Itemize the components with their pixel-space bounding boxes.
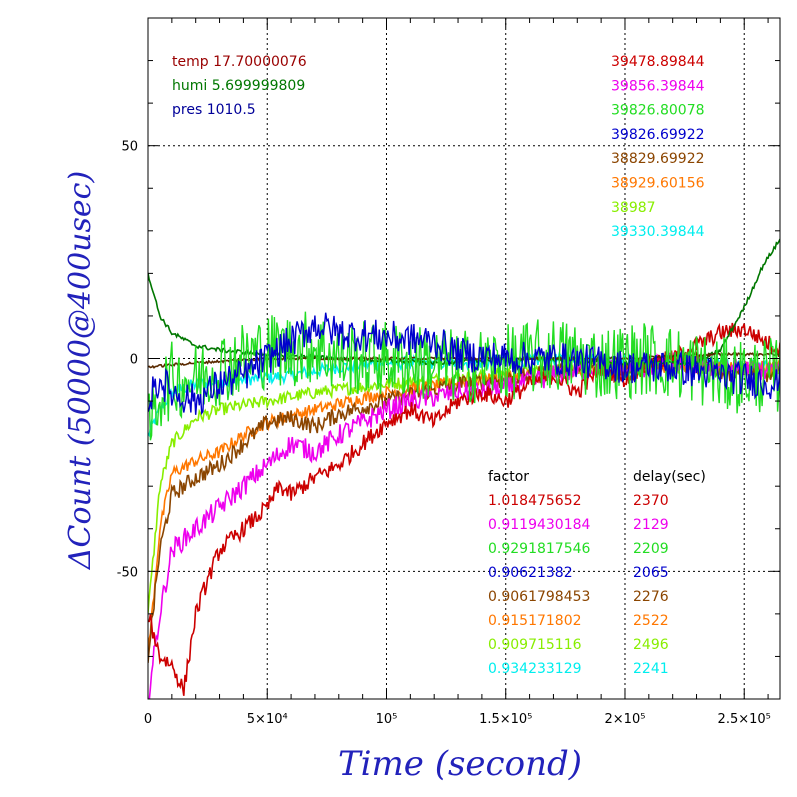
factor-value: 0.934233129 <box>488 661 582 677</box>
environment-annotations: temp 17.70000076 humi 5.699999809 pres 101… <box>172 54 307 118</box>
delay-value: 2209 <box>633 541 669 557</box>
baseline-label: 39330.39844 <box>611 224 705 240</box>
environment-label: pres 1010.5 <box>172 102 256 118</box>
x-tick-label: 0 <box>144 712 152 727</box>
baseline-label: 38929.60156 <box>611 176 705 192</box>
calibration-table: factor delay(sec) 1.018475652 2370 0.91194… <box>488 469 706 677</box>
delay-value: 2241 <box>633 661 669 677</box>
delay-value: 2129 <box>633 517 669 533</box>
environment-label: temp 17.70000076 <box>172 54 307 70</box>
series-line-10 <box>148 312 780 416</box>
delay-header: delay(sec) <box>633 469 706 485</box>
baseline-label: 38987 <box>611 200 656 216</box>
delay-value: 2276 <box>633 589 669 605</box>
y-tick-label: -50 <box>117 565 138 580</box>
factor-header: factor <box>488 469 529 485</box>
x-tick-label: 5×10⁴ <box>247 712 288 727</box>
baseline-label: 39856.39844 <box>611 78 705 94</box>
factor-value: 0.915171802 <box>488 613 582 629</box>
series-line-9 <box>148 311 780 441</box>
y-tick-label: 0 <box>130 353 138 368</box>
tick-labels: 0 5×10⁴ 10⁵ 1.5×10⁵ 2×10⁵ 2.5×10⁵ 50 0 -50 <box>117 140 771 727</box>
baseline-label: 39478.89844 <box>611 54 705 70</box>
baseline-label: 38829.69922 <box>611 151 705 167</box>
factor-value: 1.018475652 <box>488 493 582 509</box>
plot-frame <box>147 17 781 700</box>
factor-value: 0.90621382 <box>488 565 573 581</box>
x-axis-title: Time (second) <box>338 744 582 784</box>
ticks <box>147 17 780 700</box>
x-tick-label: 1.5×10⁵ <box>479 712 532 727</box>
delay-value: 2065 <box>633 565 669 581</box>
y-tick-label: 50 <box>121 140 138 155</box>
series-layer <box>148 238 780 699</box>
factor-value: 0.909715116 <box>488 637 582 653</box>
factor-value: 0.9061798453 <box>488 589 590 605</box>
y-axis-title: ΔCount (50000@400usec) <box>63 171 98 570</box>
delay-value: 2522 <box>633 613 669 629</box>
baseline-label: 39826.69922 <box>611 127 705 143</box>
x-tick-label: 10⁵ <box>376 712 398 727</box>
baseline-annotations: 39478.89844 39856.39844 39826.80078 39826.6… <box>611 54 705 240</box>
x-tick-label: 2.5×10⁵ <box>718 712 771 727</box>
x-tick-label: 2×10⁵ <box>605 712 646 727</box>
environment-label: humi 5.699999809 <box>172 78 305 94</box>
delay-value: 2496 <box>633 637 669 653</box>
baseline-label: 39826.80078 <box>611 103 705 119</box>
factor-value: 0.9119430184 <box>488 517 591 533</box>
delay-value: 2370 <box>633 493 669 509</box>
factor-value: 0.9291817546 <box>488 541 591 557</box>
